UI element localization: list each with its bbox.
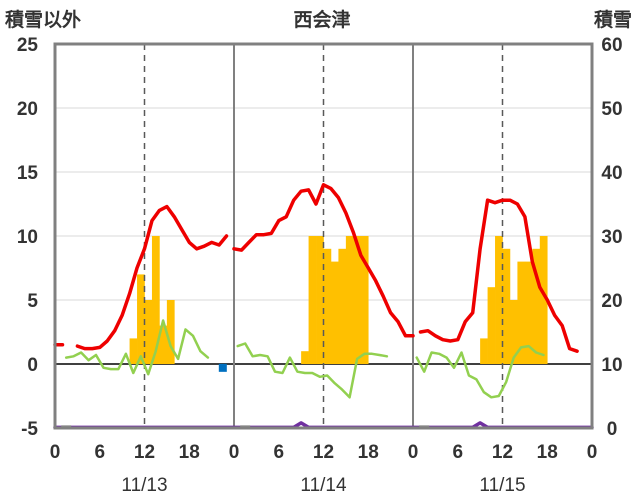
x-tick-labels: 0 6 12 18 0 6 12 18 0 6 12 18 0 bbox=[50, 442, 598, 463]
plot-frame bbox=[53, 42, 594, 430]
left-axis-label: 積雪以外 bbox=[5, 8, 81, 31]
precip-bar bbox=[524, 261, 533, 364]
day-label: 11/14 bbox=[300, 475, 347, 496]
right-tick-label: 60 bbox=[601, 35, 622, 56]
right-tick-label: 0 bbox=[607, 419, 618, 440]
right-axis-label: 積雪 bbox=[594, 8, 632, 31]
precip-bar bbox=[480, 338, 488, 364]
precip-bar bbox=[301, 351, 309, 364]
precip-bar bbox=[330, 261, 339, 364]
red-series-line bbox=[418, 198, 579, 353]
x-tick-label: 0 bbox=[229, 442, 240, 463]
left-tick-label: 0 bbox=[27, 355, 38, 376]
x-tick-label: 18 bbox=[358, 442, 379, 463]
x-tick-label: 0 bbox=[587, 442, 598, 463]
left-tick-label: 15 bbox=[17, 163, 39, 184]
precip-bar bbox=[137, 274, 145, 364]
day-labels: 11/13 11/14 11/15 bbox=[121, 475, 525, 496]
x-tick-label: 12 bbox=[313, 442, 334, 463]
precip-bar bbox=[144, 300, 153, 364]
left-tick-label: 20 bbox=[17, 99, 38, 120]
precip-bar bbox=[532, 248, 541, 364]
left-tick-label: 25 bbox=[17, 35, 39, 56]
precip-bar bbox=[495, 236, 503, 364]
right-tick-label: 30 bbox=[601, 227, 622, 248]
green-series-line bbox=[415, 344, 545, 399]
precip-bars bbox=[129, 236, 548, 364]
precip-bar bbox=[338, 248, 347, 364]
precip-bar bbox=[129, 338, 138, 364]
right-tick-label: 40 bbox=[601, 163, 622, 184]
x-tick-label: 0 bbox=[408, 442, 419, 463]
left-tick-label: 5 bbox=[27, 291, 38, 312]
x-tick-label: 6 bbox=[94, 442, 105, 463]
x-tick-label: 18 bbox=[179, 442, 200, 463]
x-tick-label: 18 bbox=[537, 442, 558, 463]
precip-bar bbox=[151, 236, 160, 364]
precip-bar bbox=[509, 300, 518, 364]
blue-point bbox=[218, 363, 227, 372]
red-series-line bbox=[75, 204, 229, 351]
precip-bar bbox=[308, 236, 317, 364]
green-series-line bbox=[64, 319, 210, 376]
precip-bar bbox=[345, 236, 354, 364]
precip-bar bbox=[323, 248, 332, 364]
right-tick-label: 10 bbox=[601, 355, 622, 376]
precip-bar bbox=[517, 261, 526, 364]
day-label: 11/15 bbox=[479, 475, 525, 496]
x-tick-label: 6 bbox=[273, 442, 284, 463]
precip-bar bbox=[539, 236, 548, 364]
precip-bar bbox=[487, 287, 496, 364]
x-tick-label: 6 bbox=[452, 442, 463, 463]
left-tick-label: -5 bbox=[21, 419, 38, 440]
right-tick-label: 50 bbox=[601, 99, 622, 120]
precip-bar bbox=[502, 248, 511, 364]
chart-title: 西会津 bbox=[293, 8, 350, 31]
green-series-line bbox=[236, 342, 389, 399]
day-label: 11/13 bbox=[121, 475, 167, 496]
left-tick-label: 10 bbox=[17, 227, 38, 248]
precip-bar bbox=[353, 236, 362, 364]
precip-bar bbox=[159, 325, 168, 364]
right-tick-label: 20 bbox=[601, 291, 622, 312]
x-tick-label: 12 bbox=[134, 442, 155, 463]
precip-bar bbox=[360, 236, 369, 364]
red-series-line bbox=[232, 183, 415, 338]
precip-bar bbox=[316, 236, 324, 364]
x-tick-label: 12 bbox=[492, 442, 513, 463]
x-tick-label: 0 bbox=[50, 442, 61, 463]
frame-border bbox=[53, 42, 594, 430]
left-tick-labels: -5 0 5 10 15 20 25 bbox=[17, 35, 39, 440]
right-tick-labels: 0 10 20 30 40 50 60 bbox=[601, 35, 622, 440]
precip-bar bbox=[166, 300, 175, 364]
